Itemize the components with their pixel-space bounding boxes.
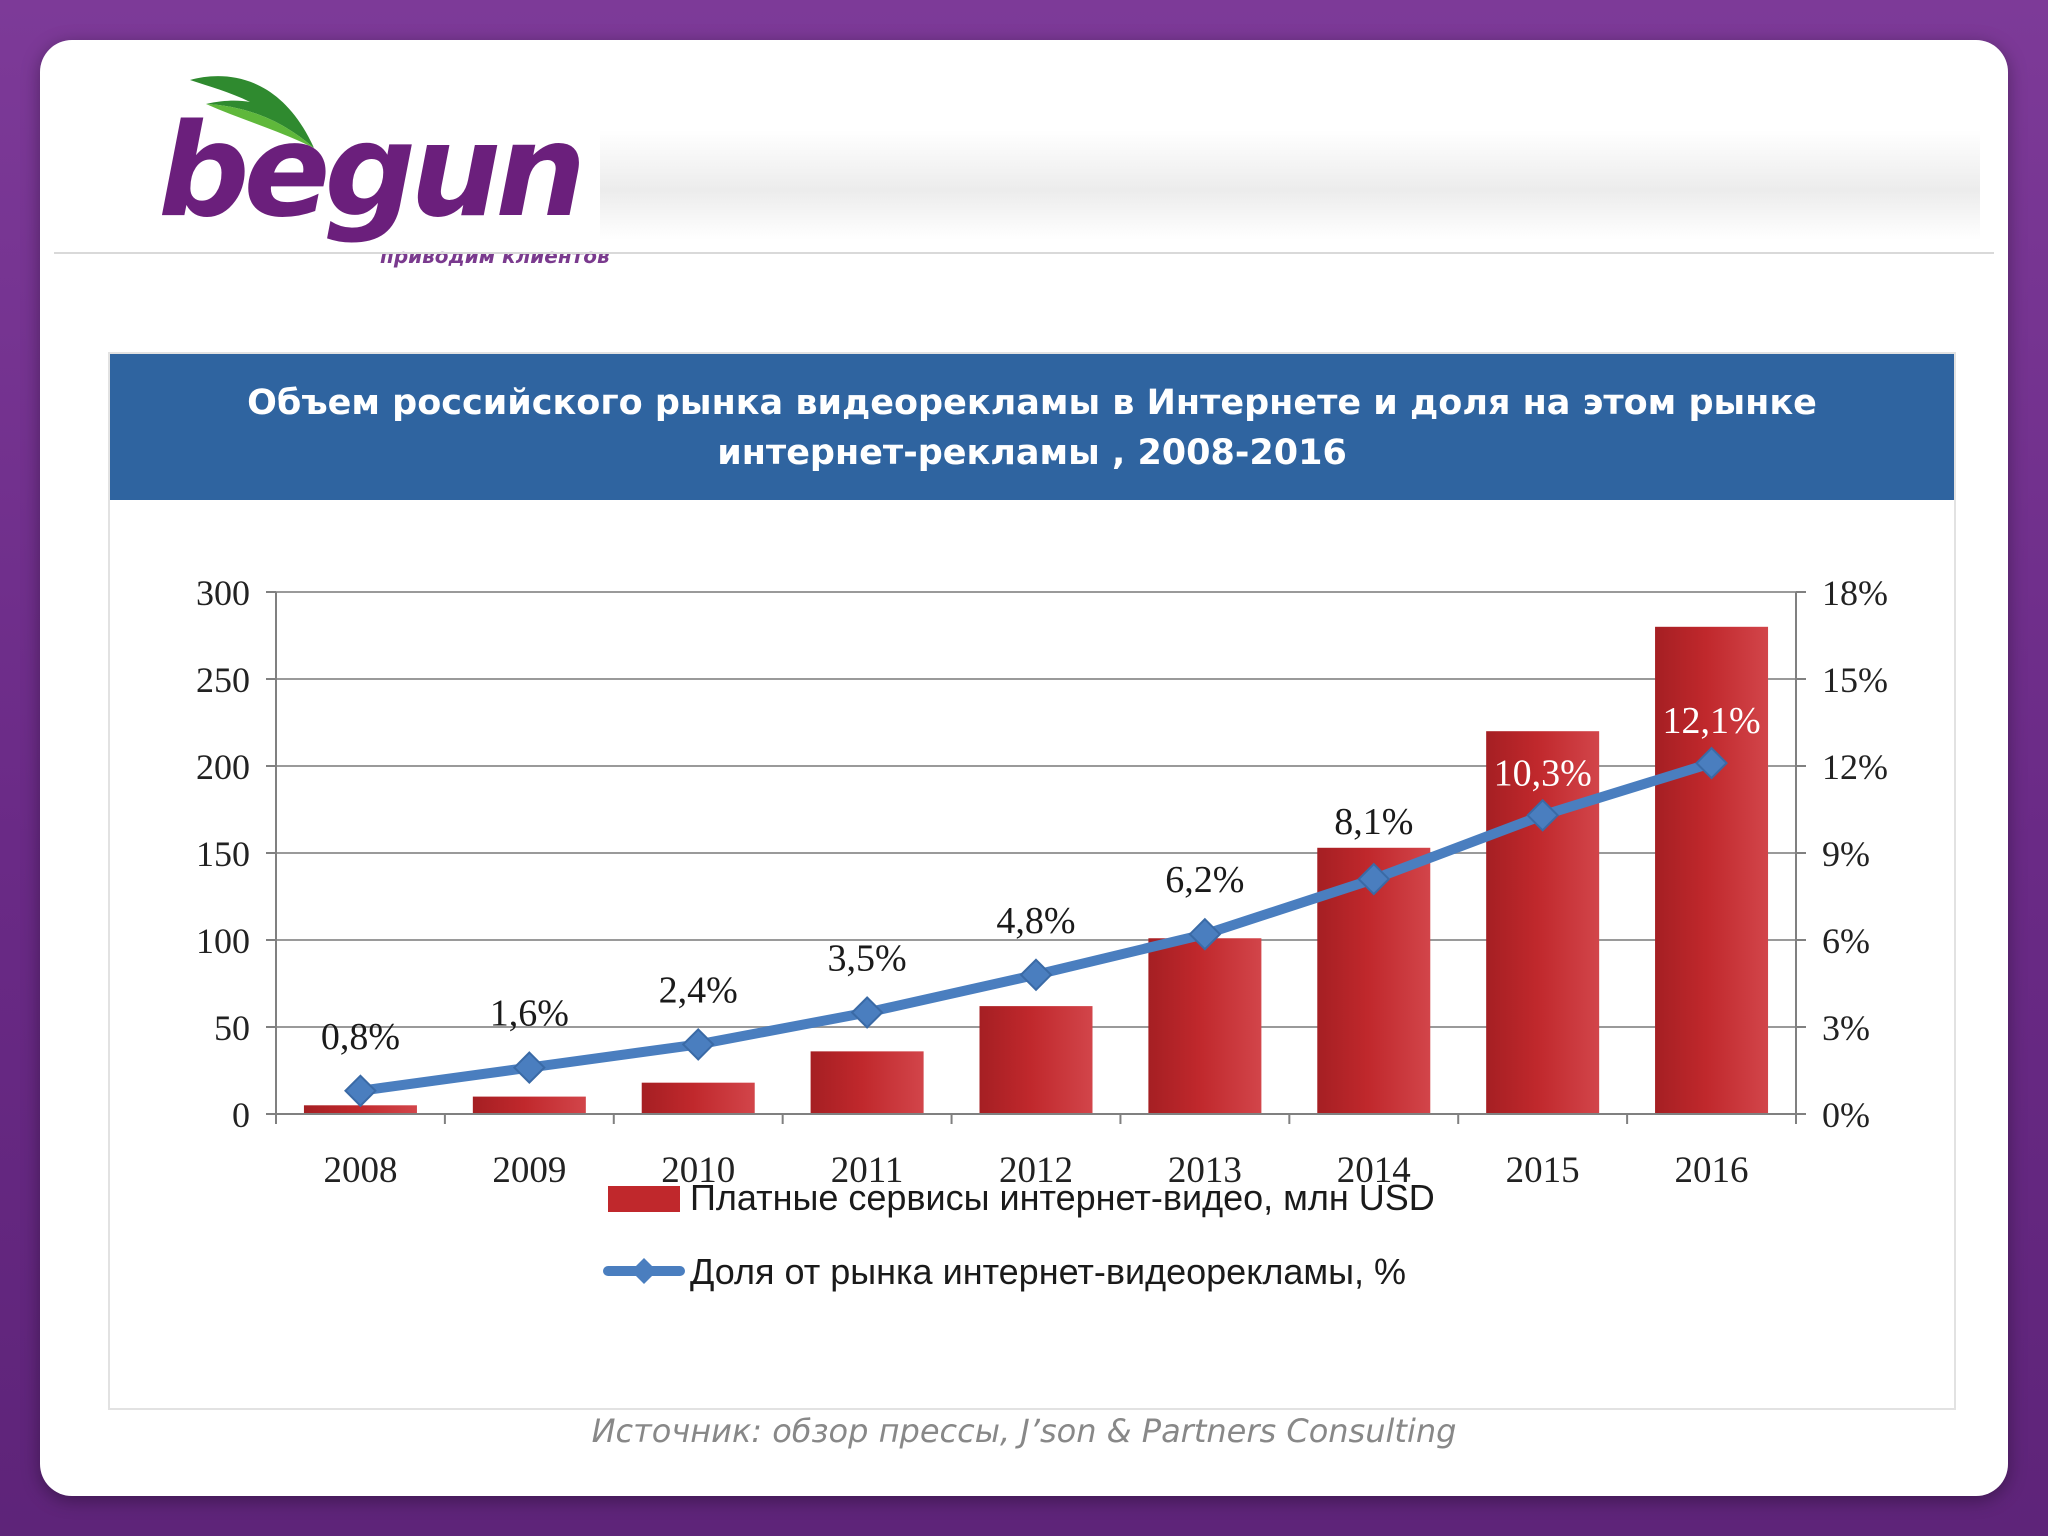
logo-tagline: приводим клиентов [380, 244, 610, 268]
line-point [850, 996, 884, 1029]
line-point [1695, 746, 1728, 780]
bar [303, 1105, 417, 1114]
y-right-tick-label: 0% [1822, 1095, 1870, 1135]
line-point [512, 1051, 546, 1085]
y-left-tick-label: 100 [196, 921, 250, 961]
source-note: Источник: обзор прессы, J’son & Partners… [591, 1412, 1457, 1450]
legend-line-label: Доля от рынка интернет-видеорекламы, % [690, 1251, 1406, 1292]
header-glow [600, 130, 1980, 240]
begun-logo: begun приводим клиентов [158, 70, 678, 280]
bar [810, 1051, 924, 1114]
legend-bar-label: Платные сервисы интернет-видео, млн USD [690, 1177, 1435, 1218]
x-tick-label: 2011 [831, 1150, 904, 1191]
y-right-tick-label: 15% [1822, 660, 1888, 700]
y-left-tick-label: 50 [214, 1008, 250, 1048]
logo-wordmark: begun [158, 97, 586, 246]
data-label: 3,5% [828, 938, 907, 980]
legend-line-marker [631, 1258, 657, 1284]
data-label: 2,4% [659, 969, 738, 1011]
x-tick-label: 2014 [1337, 1150, 1411, 1191]
data-label: 1,6% [490, 993, 569, 1035]
bar [979, 1006, 1093, 1114]
chart-panel: Объем российского рынка видеорекламы в И… [108, 352, 1956, 1410]
slide-card: begun приводим клиентов Объем российског… [40, 40, 2008, 1496]
bar [472, 1096, 586, 1114]
chart-title: Объем российского рынка видеорекламы в И… [110, 354, 1954, 500]
x-tick-label: 2013 [1168, 1150, 1242, 1191]
x-tick-label: 2008 [323, 1150, 397, 1191]
y-right-tick-label: 6% [1822, 921, 1870, 961]
line-point [1526, 798, 1560, 832]
x-tick-label: 2009 [492, 1150, 566, 1191]
data-label: 4,8% [996, 900, 1075, 942]
line-point [1357, 862, 1391, 896]
header-divider [54, 252, 1994, 254]
legend-bar-swatch [608, 1186, 680, 1212]
y-right-tick-label: 12% [1822, 747, 1888, 787]
y-left-tick-label: 0 [232, 1095, 250, 1135]
bar [1655, 626, 1769, 1114]
x-tick-label: 2012 [999, 1150, 1073, 1191]
y-left-tick-label: 300 [196, 573, 250, 613]
data-label: 6,2% [1165, 859, 1244, 901]
line-point [681, 1027, 715, 1061]
data-label: 12,1% [1662, 700, 1760, 742]
line-point [1188, 917, 1222, 951]
x-tick-label: 2015 [1506, 1150, 1580, 1191]
x-tick-label: 2016 [1675, 1150, 1749, 1191]
data-label: 8,1% [1334, 801, 1413, 843]
line-point [1019, 958, 1053, 992]
y-right-tick-label: 18% [1822, 573, 1888, 613]
x-tick-label: 2010 [661, 1150, 735, 1191]
bar [1148, 938, 1262, 1114]
y-left-tick-label: 150 [196, 834, 250, 874]
y-left-tick-label: 200 [196, 747, 250, 787]
chart-svg: 0 50 100 150 200 250 300 0% 3% 6% 9% 12% 15% 18% 2008 2… [196, 573, 1888, 1292]
data-label: 10,3% [1494, 752, 1592, 794]
leaf-icon [190, 76, 314, 148]
data-label: 0,8% [321, 1016, 400, 1058]
line-point [344, 1074, 377, 1108]
y-right-tick-label: 3% [1822, 1008, 1870, 1048]
bar [641, 1082, 755, 1114]
bar [1486, 731, 1600, 1114]
y-left-tick-label: 250 [196, 660, 250, 700]
y-right-tick-label: 9% [1822, 834, 1870, 874]
